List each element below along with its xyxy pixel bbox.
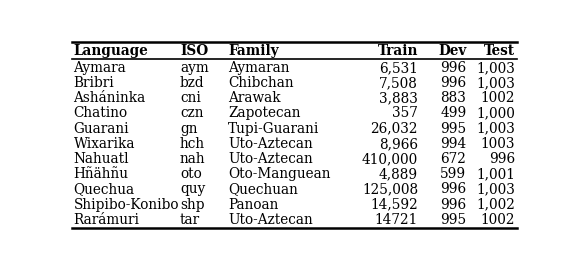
Text: aym: aym [180, 61, 209, 75]
Text: Shipibo-Konibo: Shipibo-Konibo [73, 198, 179, 211]
Text: Wixarika: Wixarika [73, 137, 135, 151]
Text: 996: 996 [488, 152, 515, 166]
Text: 410,000: 410,000 [362, 152, 418, 166]
Text: 3,883: 3,883 [379, 91, 418, 105]
Text: Oto-Manguean: Oto-Manguean [228, 167, 331, 181]
Text: Aymaran: Aymaran [228, 61, 290, 75]
Text: 125,008: 125,008 [362, 182, 418, 196]
Text: 1002: 1002 [480, 213, 515, 227]
Text: 499: 499 [440, 106, 467, 120]
Text: czn: czn [180, 106, 203, 120]
Text: 1002: 1002 [480, 91, 515, 105]
Text: 1003: 1003 [480, 137, 515, 151]
Text: 996: 996 [440, 182, 467, 196]
Text: nah: nah [180, 152, 205, 166]
Text: bzd: bzd [180, 76, 204, 90]
Text: quy: quy [180, 182, 205, 196]
Text: 357: 357 [392, 106, 418, 120]
Text: Train: Train [378, 44, 418, 58]
Text: 1,003: 1,003 [476, 76, 515, 90]
Text: 1,003: 1,003 [476, 122, 515, 136]
Text: Uto-Aztecan: Uto-Aztecan [228, 213, 313, 227]
Text: Family: Family [228, 44, 279, 58]
Text: shp: shp [180, 198, 204, 211]
Text: Dev: Dev [438, 44, 467, 58]
Text: 14,592: 14,592 [370, 198, 418, 211]
Text: Tupi-Guarani: Tupi-Guarani [228, 122, 320, 136]
Text: 26,032: 26,032 [371, 122, 418, 136]
Text: Nahuatl: Nahuatl [73, 152, 129, 166]
Text: 1,003: 1,003 [476, 61, 515, 75]
Text: 995: 995 [440, 122, 467, 136]
Text: hch: hch [180, 137, 205, 151]
Text: Bribri: Bribri [73, 76, 114, 90]
Text: Chibchan: Chibchan [228, 76, 294, 90]
Text: oto: oto [180, 167, 201, 181]
Text: 599: 599 [440, 167, 467, 181]
Text: 4,889: 4,889 [379, 167, 418, 181]
Text: 996: 996 [440, 198, 467, 211]
Text: 1,001: 1,001 [476, 167, 515, 181]
Text: 1,003: 1,003 [476, 182, 515, 196]
Text: 1,000: 1,000 [476, 106, 515, 120]
Text: Uto-Aztecan: Uto-Aztecan [228, 152, 313, 166]
Text: Quechuan: Quechuan [228, 182, 298, 196]
Text: Test: Test [484, 44, 515, 58]
Text: 883: 883 [441, 91, 467, 105]
Text: 7,508: 7,508 [379, 76, 418, 90]
Text: ISO: ISO [180, 44, 208, 58]
Text: 1,002: 1,002 [476, 198, 515, 211]
Text: gn: gn [180, 122, 197, 136]
Text: Asháninka: Asháninka [73, 91, 146, 105]
Text: Zapotecan: Zapotecan [228, 106, 301, 120]
Text: 14721: 14721 [375, 213, 418, 227]
Text: 6,531: 6,531 [379, 61, 418, 75]
Text: tar: tar [180, 213, 200, 227]
Text: 995: 995 [440, 213, 467, 227]
Text: 994: 994 [440, 137, 467, 151]
Text: Uto-Aztecan: Uto-Aztecan [228, 137, 313, 151]
Text: Quechua: Quechua [73, 182, 135, 196]
Text: Panoan: Panoan [228, 198, 278, 211]
Text: Aymara: Aymara [73, 61, 126, 75]
Text: Guarani: Guarani [73, 122, 129, 136]
Text: cni: cni [180, 91, 201, 105]
Text: Chatino: Chatino [73, 106, 127, 120]
Text: Rarámuri: Rarámuri [73, 213, 139, 227]
Text: Hñähñu: Hñähñu [73, 167, 129, 181]
Text: 996: 996 [440, 76, 467, 90]
Text: Arawak: Arawak [228, 91, 281, 105]
Text: 8,966: 8,966 [379, 137, 418, 151]
Text: Language: Language [73, 44, 148, 58]
Text: 672: 672 [441, 152, 467, 166]
Text: 996: 996 [440, 61, 467, 75]
